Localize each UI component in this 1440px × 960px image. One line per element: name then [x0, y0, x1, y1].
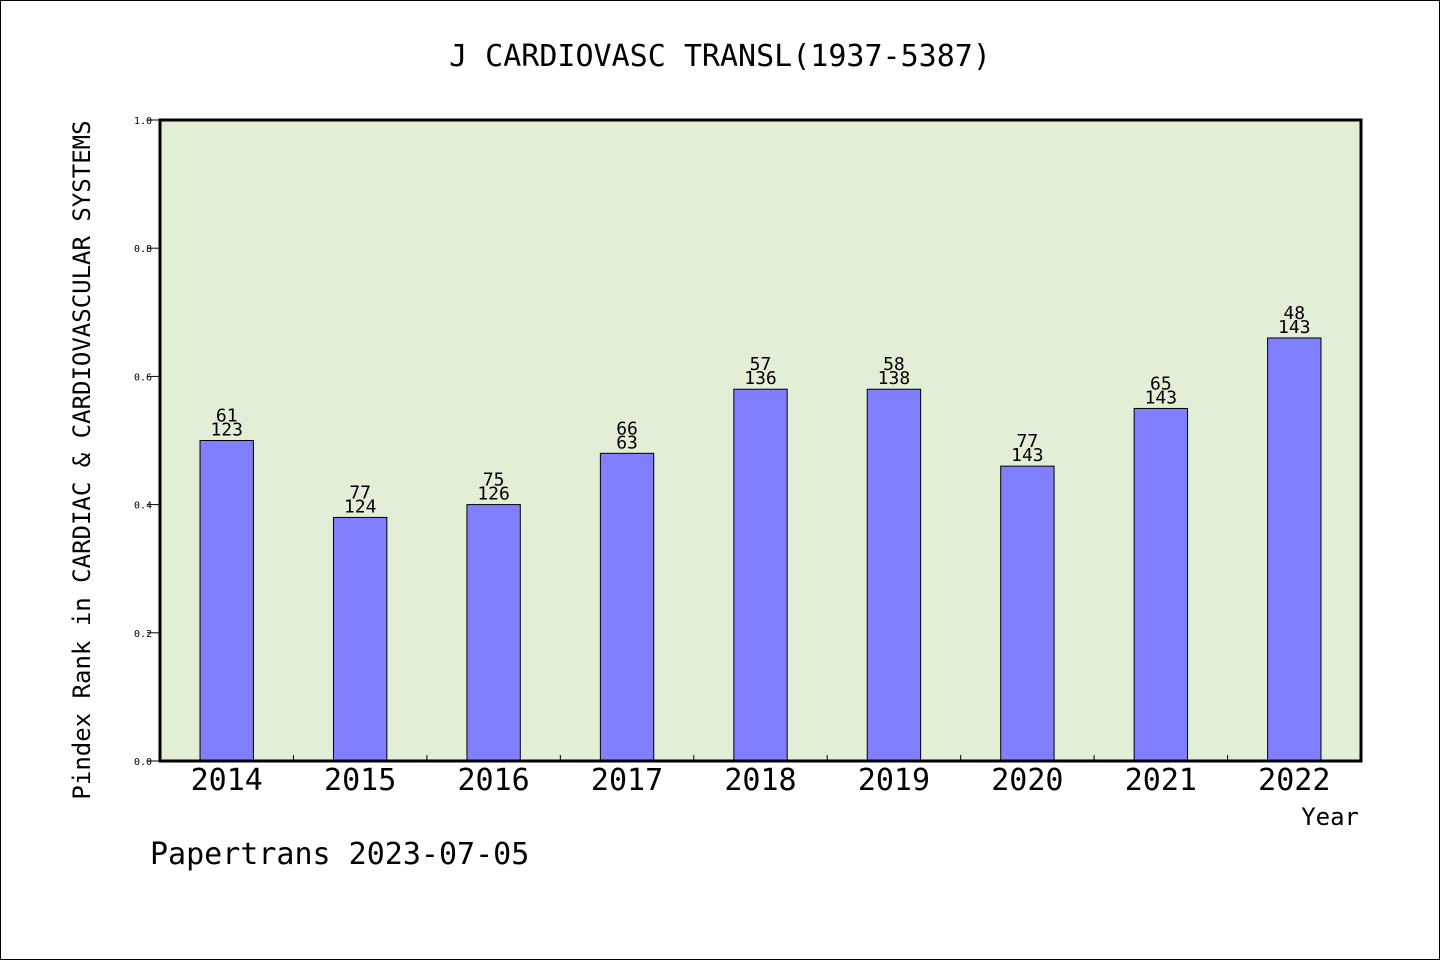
- y-tick-label: 0.8: [134, 244, 152, 255]
- x-tick-label: 2014: [191, 763, 263, 798]
- x-tick-label: 2020: [991, 763, 1063, 798]
- data-label-total: 136: [744, 368, 777, 389]
- bar: [1267, 337, 1322, 762]
- data-label-total: 143: [1278, 317, 1311, 338]
- data-label-total: 143: [1011, 445, 1044, 466]
- bar: [599, 452, 655, 762]
- bar: [1000, 465, 1055, 762]
- data-label-rank: 77: [1017, 431, 1039, 452]
- y-tick-label: 0.2: [134, 629, 152, 640]
- x-axis-label: Year: [1301, 803, 1359, 831]
- data-label-rank: 75: [483, 470, 505, 491]
- x-tick-label: 2015: [324, 763, 396, 798]
- x-axis: 2014 2015 2016 2017 2018 2019 2020 2021 2022: [191, 755, 1330, 798]
- y-tick-label: 0.4: [134, 501, 152, 512]
- y-tick-label: 0.0: [134, 757, 152, 768]
- chart-title: J CARDIOVASC TRANSL(1937-5387): [449, 39, 991, 74]
- y-tick-label: 0.6: [134, 372, 152, 383]
- data-label-rank: 61: [216, 406, 238, 427]
- y-axis: 0.0 0.2 0.4 0.6 0.8 1.0: [134, 116, 160, 768]
- x-tick-label: 2018: [724, 763, 796, 798]
- bar: [199, 440, 254, 762]
- x-tick-label: 2016: [457, 763, 529, 798]
- x-tick-label: 2019: [858, 763, 930, 798]
- bar: [466, 504, 521, 762]
- bars: [199, 337, 1322, 762]
- data-label-rank: 65: [1150, 373, 1172, 394]
- data-label-rank: 77: [349, 482, 371, 503]
- data-label-total: 143: [1145, 387, 1178, 408]
- credit-text: Papertrans 2023-07-05: [150, 837, 529, 872]
- bar: [733, 388, 788, 762]
- x-tick-label: 2021: [1125, 763, 1197, 798]
- bar: [332, 516, 388, 762]
- bar: [1133, 407, 1189, 762]
- data-label-total: 63: [616, 432, 638, 453]
- x-tick-label: 2017: [591, 763, 663, 798]
- bar: [866, 388, 922, 762]
- data-label-rank: 57: [750, 354, 772, 375]
- data-label-rank: 58: [883, 354, 905, 375]
- y-axis-label: Pindex Rank in CARDIAC & CARDIOVASCULAR …: [68, 120, 96, 799]
- data-labels: 6112377124751266663571365813877143651434…: [210, 303, 1310, 517]
- data-label-rank: 48: [1283, 303, 1305, 324]
- y-tick-label: 1.0: [134, 116, 152, 127]
- data-label-total: 138: [878, 368, 911, 389]
- data-label-total: 123: [210, 420, 243, 441]
- data-label-rank: 66: [616, 418, 638, 439]
- data-label-total: 126: [477, 484, 510, 505]
- x-tick-label: 2022: [1258, 763, 1330, 798]
- plot-border: [158, 118, 1363, 763]
- data-label-total: 124: [344, 496, 377, 517]
